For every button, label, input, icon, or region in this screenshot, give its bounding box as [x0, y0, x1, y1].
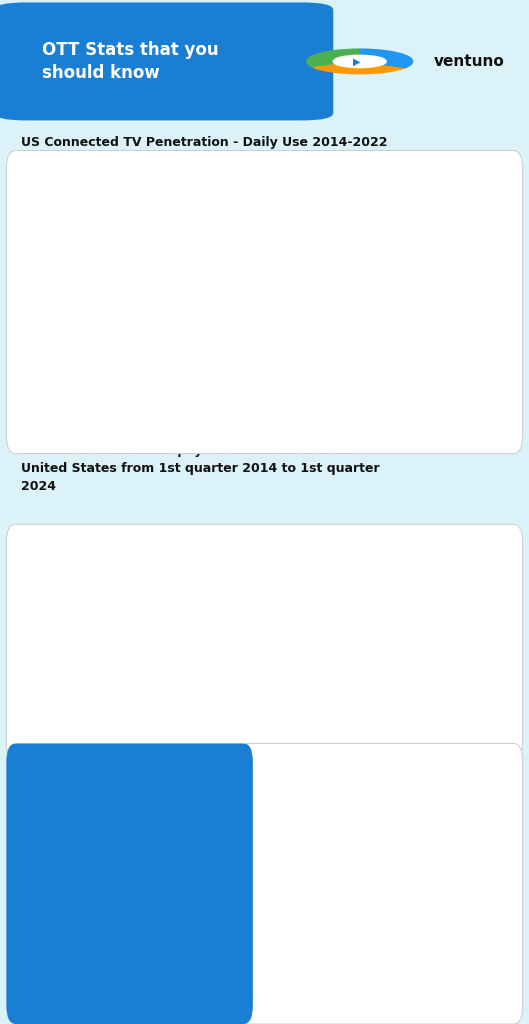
Point: [343, 640, 351, 656]
Point: [498, 660, 507, 677]
Circle shape: [333, 55, 386, 68]
Point: [209, 612, 218, 629]
Point: [365, 644, 373, 660]
Point: [476, 658, 485, 675]
Point: [198, 609, 207, 626]
Point: [232, 620, 240, 636]
Text: US Connected TV Penetration - Daily Use 2014-2022: US Connected TV Penetration - Daily Use …: [21, 136, 388, 150]
Point: [154, 601, 162, 617]
Wedge shape: [307, 49, 360, 68]
Text: Globally, average
monthly mobile
data usage per
smartphone is
expected to reach
: Globally, average monthly mobile data us…: [36, 842, 151, 947]
Point: [276, 630, 285, 646]
Point: [265, 628, 273, 644]
Bar: [135, 383, 153, 410]
Point: [376, 646, 385, 663]
Bar: [87, 385, 105, 410]
Bar: [183, 367, 201, 410]
Bar: [453, 214, 471, 410]
FancyBboxPatch shape: [0, 2, 333, 121]
Point: [87, 600, 96, 616]
Point: [298, 635, 307, 651]
Point: [387, 648, 396, 665]
Bar: [375, 322, 394, 410]
Wedge shape: [314, 61, 406, 74]
Legend: FWA (3G/4G/5G), Mobile (5G), Mobile Data ( 2G/3G/4G): FWA (3G/4G/5G), Mobile (5G), Mobile Data…: [267, 783, 439, 793]
Text: ▶: ▶: [353, 56, 361, 67]
Point: [165, 601, 174, 617]
Point: [254, 625, 262, 641]
Point: [110, 600, 118, 616]
Point: [65, 600, 74, 616]
Bar: [213, 254, 231, 410]
Point: [409, 651, 418, 668]
Point: [309, 637, 318, 653]
Text: OTT Stats that you
should know: OTT Stats that you should know: [42, 41, 219, 82]
Point: [54, 600, 62, 616]
Point: [443, 656, 451, 673]
Bar: [69, 297, 87, 410]
Point: [321, 638, 329, 654]
Bar: [405, 225, 423, 410]
Point: [487, 659, 496, 676]
Point: [332, 639, 340, 655]
Legend: % of US Households with atleast one CTV device, % of adults in US who watch vide: % of US Households with atleast one CTV …: [51, 188, 454, 202]
Bar: [309, 243, 327, 410]
Point: [243, 623, 251, 639]
Point: [98, 600, 107, 616]
Point: [454, 655, 462, 672]
Point: [187, 603, 196, 620]
Point: [287, 633, 296, 649]
Bar: [357, 231, 375, 410]
Point: [76, 599, 85, 615]
Point: [465, 656, 473, 673]
Point: [132, 600, 140, 616]
Bar: [261, 243, 279, 410]
Point: [121, 600, 129, 616]
Text: Number of traditional pay TV subscribers in the
United States from 1st quarter 2: Number of traditional pay TV subscribers…: [21, 444, 380, 494]
Point: [432, 654, 440, 671]
Bar: [327, 340, 345, 410]
Text: 56 GB: 56 GB: [36, 779, 156, 813]
Point: [398, 649, 407, 666]
Bar: [117, 282, 135, 410]
Bar: [165, 263, 183, 410]
Wedge shape: [360, 49, 413, 68]
Bar: [279, 344, 297, 410]
Point: [143, 600, 151, 616]
Point: [354, 642, 362, 658]
Point: [221, 615, 229, 632]
Point: [176, 601, 185, 617]
Bar: [231, 353, 249, 410]
Bar: [423, 322, 441, 410]
Text: ventuno: ventuno: [434, 54, 505, 69]
Point: [421, 652, 429, 669]
Bar: [471, 306, 489, 410]
